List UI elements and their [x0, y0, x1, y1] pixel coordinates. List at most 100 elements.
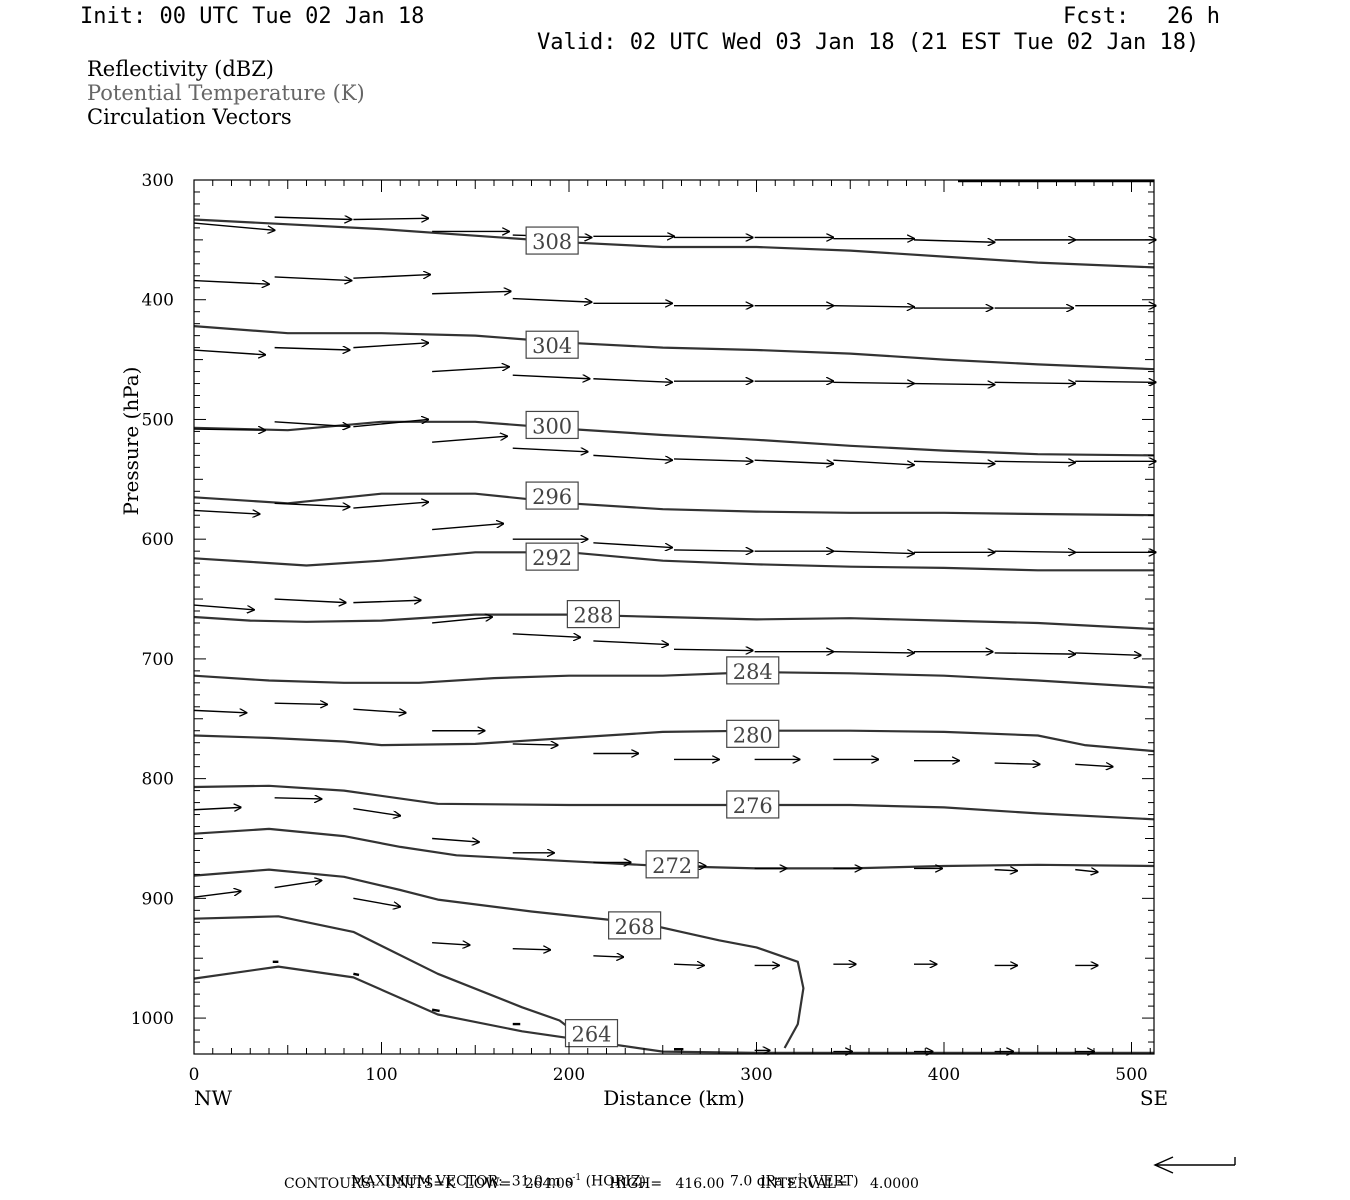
- circulation-vector: [274, 277, 352, 281]
- circulation-vector: [833, 306, 914, 307]
- circulation-vector: [913, 384, 995, 385]
- circulation-vector: [994, 653, 1076, 654]
- circulation-vector: [432, 291, 511, 293]
- x-tick-label: 200: [553, 1065, 585, 1085]
- contour-label: 268: [615, 915, 655, 939]
- tick-layer: 0 100 200 300 400 500 300 400 500 600 700 800 900 100…: [131, 171, 1154, 1085]
- max-vector-note: MAXIMUM VECTOR: 31.0 m s-1 (HORIZ) 7.0 dP…: [350, 1173, 859, 1190]
- circulation-vector: [432, 367, 509, 373]
- contour-line-308: [193, 218, 1155, 269]
- circulation-vector: [833, 652, 914, 653]
- contour-label-box: [525, 481, 579, 510]
- circulation-vector: [833, 382, 914, 383]
- circulation-vector: [833, 551, 914, 553]
- circulation-vector: [673, 649, 753, 650]
- circulation-vector: [994, 461, 1076, 462]
- contour-label-box: [525, 542, 579, 571]
- circulation-vector: [512, 634, 581, 638]
- contour-label: 296: [532, 485, 572, 509]
- contour-line-268: [193, 868, 805, 1049]
- circulation-vector: [432, 436, 507, 443]
- circulation-vector: [274, 503, 350, 507]
- contour-label-box: [726, 790, 780, 819]
- circulation-vector: [353, 343, 428, 349]
- circulation-vector: [193, 807, 241, 809]
- circulation-vector: [353, 502, 428, 509]
- circulation-vector: [353, 600, 421, 602]
- circulation-vector: [274, 217, 352, 219]
- circulation-vector: [754, 460, 834, 464]
- contour-line-304: [193, 325, 1155, 371]
- circulation-vector: [593, 454, 672, 460]
- contour-label-box: [525, 226, 579, 255]
- circulation-vector: [673, 459, 753, 461]
- circulation-vector: [274, 798, 322, 799]
- vector-layer: [193, 217, 1156, 1051]
- valid-time: Valid: 02 UTC Wed 03 Jan 18 (21 EST Tue …: [537, 30, 1200, 55]
- circulation-vector: [274, 599, 346, 603]
- contour-line-300: [193, 420, 1155, 457]
- circulation-vector: [1075, 381, 1156, 382]
- contour-line-264: [193, 965, 1154, 1054]
- circulation-vector: [913, 240, 995, 242]
- circulation-vector: [353, 807, 400, 816]
- plot-frame: [193, 179, 1155, 1055]
- legend-reflectivity: Reflectivity (dBZ): [87, 57, 275, 81]
- contour-label: 288: [573, 604, 613, 628]
- y-axis-label: Pressure (hPa): [119, 367, 143, 516]
- y-tick-label: 700: [142, 650, 174, 670]
- circulation-vector: [193, 281, 269, 285]
- x-tick-label: 400: [928, 1065, 960, 1085]
- contour-line-280: [193, 729, 1155, 753]
- circulation-vector: [994, 870, 1018, 871]
- circulation-vector: [193, 710, 247, 712]
- x-tick-label: 0: [189, 1065, 200, 1085]
- circulation-vector: [994, 763, 1040, 764]
- contour-label: 284: [733, 660, 773, 684]
- forecast-label: Fcst:: [1063, 4, 1130, 29]
- contour-line-unlabeled-11: [193, 915, 570, 1029]
- circulation-vector: [432, 838, 479, 842]
- y-tick-label: 400: [142, 291, 174, 311]
- circulation-vector: [1075, 653, 1141, 655]
- circulation-vector: [353, 275, 430, 279]
- circulation-vector: [432, 943, 470, 945]
- circulation-vector: [274, 880, 322, 889]
- circulation-vector: [193, 604, 254, 610]
- circulation-vector: [512, 949, 551, 950]
- circulation-vector: [994, 551, 1076, 552]
- circulation-vector: [913, 461, 995, 463]
- circulation-vector: [512, 744, 558, 745]
- circulation-vector: [431, 1008, 440, 1013]
- circulation-vector: [353, 218, 428, 219]
- circulation-vector: [673, 964, 704, 965]
- init-time: Init: 00 UTC Tue 02 Jan 18: [80, 4, 425, 29]
- x-tick-label: 100: [365, 1065, 397, 1085]
- circulation-vector: [512, 299, 592, 303]
- circulation-vector: [193, 510, 260, 514]
- contour-layer: [193, 179, 1155, 1054]
- circulation-vector: [432, 617, 492, 624]
- circulation-vector: [593, 542, 672, 548]
- contour-line-272: [193, 827, 1155, 870]
- contour-label-box: [726, 656, 780, 685]
- contour-label-box: [566, 600, 620, 629]
- contour-label-box: [525, 410, 579, 440]
- circulation-vector: [593, 641, 668, 645]
- legend-circulation-vectors: Circulation Vectors: [87, 105, 292, 129]
- reference-vector-icon: [1153, 1156, 1236, 1174]
- contour-label-box: [564, 1019, 619, 1048]
- contour-line-292: [193, 551, 1154, 572]
- contour-line-288: [193, 613, 1155, 631]
- circulation-vector: [512, 375, 590, 379]
- y-tick-label: 300: [142, 171, 174, 191]
- contour-label-box: [608, 911, 662, 940]
- circulation-vector: [353, 419, 428, 428]
- x-end-label-nw: NW: [194, 1086, 233, 1110]
- circulation-vector: [994, 382, 1076, 383]
- contour-label: 276: [733, 794, 773, 818]
- y-tick-label: 500: [142, 410, 174, 430]
- circulation-vector: [353, 709, 406, 713]
- x-tick-label: 500: [1115, 1065, 1147, 1085]
- circulation-vector: [193, 891, 241, 898]
